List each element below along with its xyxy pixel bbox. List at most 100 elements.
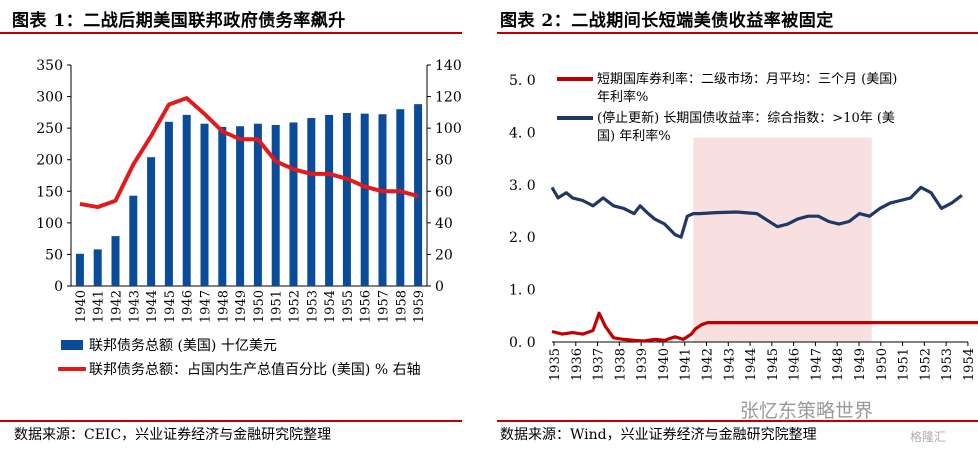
left-source: 数据来源：CEIC，兴业证券经济与金融研究院整理	[14, 427, 332, 443]
bar-debt-1953	[307, 118, 316, 286]
legend-label-long-yield-line2: 国) 年利率%	[597, 128, 671, 144]
x-tick-label: 1946	[181, 290, 196, 323]
bar-debt-1942	[111, 236, 120, 286]
legend-label-long-yield-line1: (停止更新) 长期国债收益率：综合指数：>10年 (美	[597, 110, 895, 126]
left-chart: 0 50 100 150 200 250 300 350 0 20 40 60 80 100 120 140 1…	[36, 58, 462, 378]
left-source-rule	[0, 420, 462, 422]
x-tick-label: 1948	[831, 348, 846, 381]
x-tick-label: 1946	[788, 348, 803, 381]
line-short-term-bill-rate	[551, 311, 978, 343]
y-right-tick-label: 120	[435, 90, 462, 106]
y-tick-label: 0. 0	[509, 335, 536, 351]
x-tick-label: 1953	[940, 348, 955, 381]
bar-debt-1943	[129, 195, 138, 286]
x-tick-label: 1959	[412, 290, 427, 323]
y-left-tick-label: 200	[36, 153, 63, 169]
bar-debt-1946	[182, 114, 191, 286]
watermark-sub: 格隆汇	[910, 430, 947, 444]
x-tick-label: 1940	[74, 290, 89, 323]
x-tick-label: 1944	[145, 290, 160, 323]
y-right-tick-label: 60	[435, 184, 453, 200]
x-tick-label: 1939	[635, 348, 650, 381]
y-left-tick-label: 50	[45, 247, 63, 263]
x-tick-label: 1951	[897, 348, 912, 381]
y-left-tick-label: 150	[36, 184, 63, 200]
bar-debt-1952	[289, 122, 298, 287]
x-tick-label: 1954	[962, 348, 977, 381]
x-tick-label: 1942	[700, 348, 715, 381]
x-tick-label: 1942	[110, 290, 125, 323]
y-tick-label: 1. 0	[509, 283, 536, 299]
x-tick-label: 1953	[305, 290, 320, 323]
x-tick-label: 1941	[679, 348, 694, 381]
bar-debt-1954	[325, 114, 334, 286]
x-tick-label: 1952	[288, 290, 303, 323]
y-left-tick-label: 100	[36, 216, 63, 232]
watermark: 张忆东策略世界	[740, 400, 874, 422]
bar-debt-1941	[93, 249, 102, 286]
x-tick-label: 1936	[570, 348, 585, 381]
bar-debt-1958	[396, 109, 405, 286]
x-tick-label: 1951	[270, 290, 285, 323]
legend-label-debt: 联邦债务总额 (美国) 十亿美元	[89, 338, 277, 354]
y-tick-label: 3. 0	[509, 178, 536, 194]
bar-debt-1949	[236, 126, 245, 287]
bar-debt-1950	[253, 123, 262, 286]
x-tick-label: 1949	[853, 348, 868, 381]
y-left-tick-label: 300	[36, 90, 63, 106]
legend-label-ratio: 联邦债务总额：占国内生产总值百分比 (美国) % 右轴	[89, 362, 421, 378]
x-tick-label: 1940	[657, 348, 672, 381]
left-title-rule	[0, 32, 462, 34]
bar-debt-1956	[360, 113, 369, 287]
x-tick-label: 1944	[744, 348, 759, 381]
x-tick-label: 1943	[127, 290, 142, 323]
y-tick-label: 5. 0	[509, 73, 536, 89]
bar-debt-1955	[342, 112, 351, 286]
x-tick-label: 1945	[163, 290, 178, 323]
x-tick-label: 1935	[548, 348, 563, 381]
legend-label-short-rate-line1: 短期国库券利率：二级市场：月平均：三个月 (美国)	[597, 71, 897, 87]
legend-label-short-rate-line2: 年利率%	[597, 89, 648, 105]
y-right-tick-label: 100	[435, 121, 462, 137]
y-tick-label: 2. 0	[509, 230, 536, 246]
right-chart: 0. 0 1. 0 2. 0 3. 0 4. 0 5. 0 1935 1936 1937 1938…	[509, 71, 978, 381]
line-long-term-bond-yield	[550, 185, 963, 239]
x-tick-label: 1948	[216, 290, 231, 323]
x-tick-label: 1956	[359, 290, 374, 323]
right-title-rule	[497, 32, 978, 34]
x-tick-label: 1952	[918, 348, 933, 381]
y-right-tick-label: 80	[435, 153, 453, 169]
x-tick-label: 1941	[92, 290, 107, 323]
right-chart-title: 图表 2：二战期间长短端美债收益率被固定	[500, 11, 834, 31]
bar-debt-1945	[164, 121, 173, 286]
x-tick-label: 1947	[199, 290, 214, 323]
bar-debt-1947	[200, 123, 209, 286]
bar-debt-1957	[378, 114, 387, 286]
y-left-tick-label: 0	[54, 279, 63, 295]
x-tick-label: 1950	[875, 348, 890, 381]
bar-debt-1948	[218, 126, 227, 286]
shaded-wartime-region	[693, 137, 872, 342]
y-left-tick-label: 250	[36, 121, 63, 137]
x-tick-label: 1947	[809, 348, 824, 381]
line-debt-gdp-ratio	[79, 96, 419, 210]
x-tick-label: 1950	[252, 290, 267, 323]
x-tick-label: 1938	[613, 348, 628, 381]
left-chart-title: 图表 1：二战后期美国联邦政府债务率飙升	[12, 11, 346, 31]
y-tick-label: 4. 0	[509, 125, 536, 141]
y-right-tick-label: 140	[435, 58, 462, 74]
x-tick-label: 1958	[394, 290, 409, 323]
x-tick-label: 1943	[722, 348, 737, 381]
x-tick-label: 1937	[592, 348, 607, 381]
y-right-tick-label: 20	[435, 247, 453, 263]
x-tick-label: 1955	[341, 290, 356, 323]
bar-debt-1940	[75, 253, 84, 286]
bar-debt-1951	[271, 124, 280, 286]
right-source: 数据来源：Wind，兴业证券经济与金融研究院整理	[500, 427, 817, 443]
x-tick-label: 1945	[766, 348, 781, 381]
bar-debt-1944	[147, 157, 156, 286]
x-tick-label: 1954	[323, 290, 338, 323]
right-source-rule	[497, 420, 978, 422]
y-right-tick-label: 40	[435, 216, 453, 232]
legend-swatch-debt	[61, 340, 83, 350]
